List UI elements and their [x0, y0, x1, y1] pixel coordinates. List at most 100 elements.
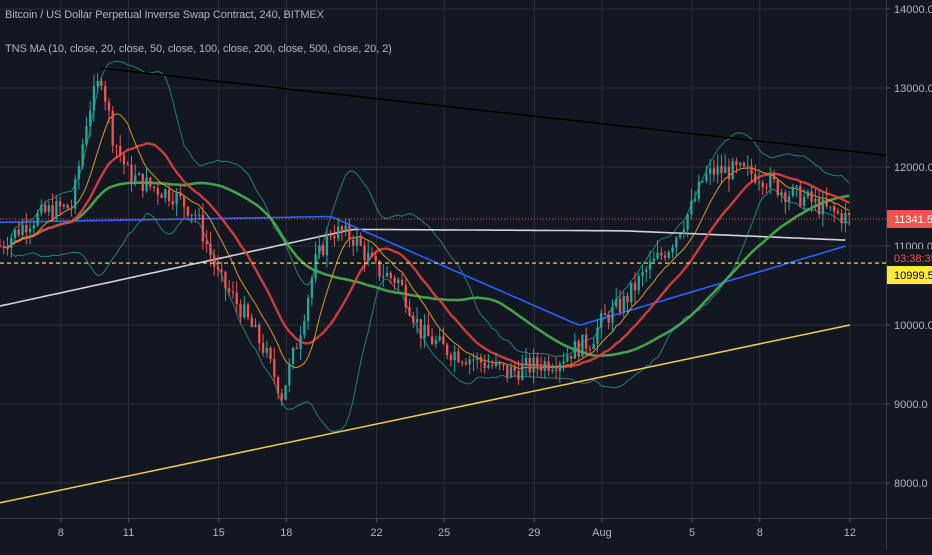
candle-body	[389, 272, 392, 278]
current-price-label: 11341.5	[894, 214, 932, 226]
candle-body	[51, 205, 54, 219]
candle-body	[231, 291, 235, 293]
candle-body	[438, 336, 441, 341]
candle-body	[201, 214, 205, 242]
candle-body	[607, 315, 610, 323]
candle-body	[562, 361, 565, 364]
candle-body	[521, 364, 524, 380]
candle-body	[190, 214, 193, 216]
candle-body	[205, 241, 208, 244]
candle-body	[111, 110, 114, 146]
candle-body	[404, 285, 407, 308]
candle-body	[115, 145, 118, 147]
candle-body	[848, 213, 851, 215]
candle-body	[693, 199, 697, 201]
candle-body	[374, 255, 377, 261]
candle-body	[735, 161, 738, 166]
candle-body	[449, 354, 453, 361]
candle-body	[645, 269, 648, 272]
time-tick-label: Aug	[592, 527, 612, 539]
ma20-line	[6, 142, 850, 369]
price-tick-label: 9000.0	[894, 399, 928, 411]
candle-body	[494, 361, 498, 366]
candle-body	[641, 271, 644, 276]
candle-body	[126, 164, 129, 166]
candle-body	[92, 86, 96, 111]
candle-body	[633, 282, 637, 291]
candle-body	[137, 173, 141, 176]
candle-body	[554, 369, 558, 371]
candle-body	[457, 351, 460, 363]
candle-body	[799, 185, 802, 206]
ma200-line	[0, 228, 846, 307]
candle-body	[96, 80, 99, 87]
candle-body	[156, 188, 159, 195]
price-tick-label: 14000.0	[894, 4, 932, 16]
candle-body	[318, 245, 321, 254]
candle-body	[430, 336, 434, 345]
candle-body	[329, 234, 332, 237]
candle-body	[400, 279, 404, 286]
candle-body	[333, 236, 336, 239]
candle-body	[352, 239, 355, 246]
candle-body	[310, 278, 314, 298]
symbol-title[interactable]: Bitcoin / US Dollar Perpetual Inverse Sw…	[5, 9, 324, 21]
candle-body	[122, 155, 126, 165]
time-tick-label: 18	[280, 527, 292, 539]
candle-body	[370, 252, 374, 256]
candle-body	[806, 191, 810, 197]
candle-body	[408, 307, 411, 316]
candle-body	[149, 177, 152, 187]
candle-body	[164, 189, 167, 198]
candle-body	[434, 340, 438, 345]
candle-body	[89, 110, 92, 127]
candle-body	[445, 344, 449, 355]
candle-body	[724, 166, 727, 174]
candle-body	[844, 213, 847, 224]
candle-body	[468, 359, 471, 365]
candle-body	[476, 356, 479, 360]
candle-body	[216, 266, 220, 270]
candle-body	[528, 358, 531, 373]
candle-body	[197, 214, 201, 216]
candle-body	[291, 347, 295, 364]
candle-body	[509, 366, 513, 377]
candle-body	[254, 324, 257, 328]
candle-body	[802, 196, 806, 206]
candle-body	[817, 198, 821, 215]
downtrend-trendline[interactable]	[101, 67, 887, 156]
candle-body	[40, 204, 43, 214]
candle-body	[596, 327, 599, 344]
candle-body	[119, 146, 122, 156]
candle-body	[284, 385, 287, 400]
candle-body	[209, 243, 212, 256]
candle-body	[160, 194, 163, 198]
indicator-legend[interactable]: TNS MA (10, close, 20, close, 50, close,…	[5, 43, 392, 55]
candle-body	[648, 261, 652, 270]
time-tick-label: 15	[213, 527, 225, 539]
candle-body	[472, 359, 475, 361]
candle-body	[539, 366, 543, 371]
candle-body	[393, 277, 396, 284]
candle-body	[663, 255, 667, 258]
candle-body	[107, 101, 111, 111]
candle-body	[787, 196, 791, 202]
candle-body	[652, 258, 655, 262]
candle-body	[280, 393, 283, 400]
candle-body	[367, 252, 370, 261]
candle-body	[28, 228, 32, 233]
candle-body	[577, 341, 580, 357]
candle-body	[265, 347, 268, 353]
candle-body	[464, 362, 468, 365]
candle-body	[194, 214, 197, 216]
candle-body	[47, 205, 51, 212]
candle-body	[791, 186, 794, 197]
candle-body	[487, 365, 490, 368]
candle-body	[186, 206, 190, 216]
candle-body	[498, 361, 501, 365]
candle-body	[742, 162, 746, 166]
level-price-badge	[887, 266, 932, 285]
candle-body	[460, 362, 464, 364]
